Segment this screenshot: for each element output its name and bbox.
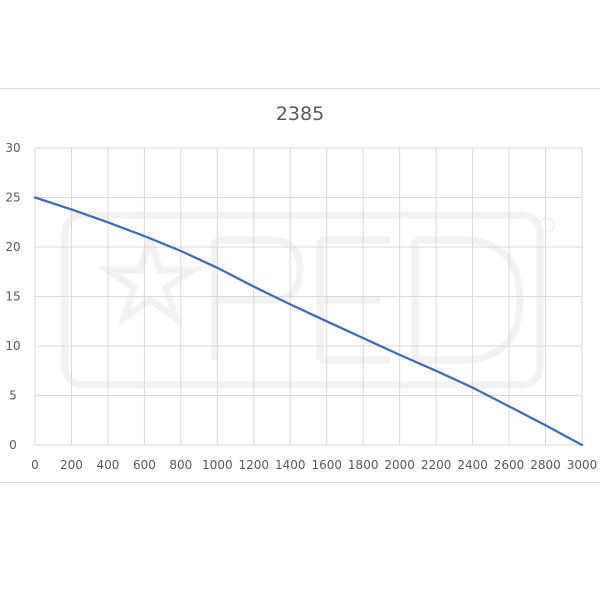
bottom-divider <box>0 482 600 483</box>
chart-title: 2385 <box>275 103 325 125</box>
brand-watermark-logo <box>61 211 555 389</box>
data-point <box>288 302 292 306</box>
x-tick-label: 1000 <box>202 458 233 472</box>
x-tick-label: 1400 <box>275 458 306 472</box>
data-point <box>544 423 548 427</box>
x-tick-label: 800 <box>169 458 192 472</box>
data-point <box>325 319 329 323</box>
y-tick-label: 30 <box>5 141 20 155</box>
y-tick-label: 20 <box>5 240 20 254</box>
x-tick-label: 2600 <box>494 458 525 472</box>
x-tick-label: 2800 <box>530 458 561 472</box>
x-tick-label: 600 <box>133 458 156 472</box>
y-tick-label: 0 <box>9 438 17 452</box>
x-tick-label: 1200 <box>239 458 270 472</box>
data-point <box>507 404 511 408</box>
y-tick-label: 5 <box>9 389 17 403</box>
top-divider <box>0 88 600 89</box>
x-tick-label: 200 <box>60 458 83 472</box>
data-point <box>106 220 110 224</box>
grid-lines <box>34 147 583 446</box>
series-line <box>33 196 584 447</box>
x-tick-label: 2200 <box>421 458 452 472</box>
data-point <box>434 369 438 373</box>
data-point <box>33 196 37 200</box>
x-tick-label: 2000 <box>384 458 415 472</box>
y-tick-label: 25 <box>5 191 20 205</box>
y-tick-label: 15 <box>5 290 20 304</box>
x-tick-label: 3000 <box>567 458 598 472</box>
x-tick-label: 1800 <box>348 458 379 472</box>
data-point <box>471 386 475 390</box>
data-point <box>580 443 584 447</box>
tick-labels: 0 200 400 600 800 1000 1200 1400 1600 1800 2000 220… <box>5 141 597 472</box>
data-point <box>398 353 402 357</box>
data-point <box>361 336 365 340</box>
x-tick-label: 400 <box>96 458 119 472</box>
data-point <box>215 266 219 270</box>
series-layer <box>33 196 584 447</box>
data-point <box>142 234 146 238</box>
x-tick-label: 0 <box>31 458 39 472</box>
y-tick-label: 10 <box>5 339 20 353</box>
data-point <box>252 285 256 289</box>
data-point <box>179 249 183 253</box>
data-point <box>69 207 73 211</box>
x-tick-label: 1600 <box>311 458 342 472</box>
x-tick-label: 2400 <box>457 458 488 472</box>
